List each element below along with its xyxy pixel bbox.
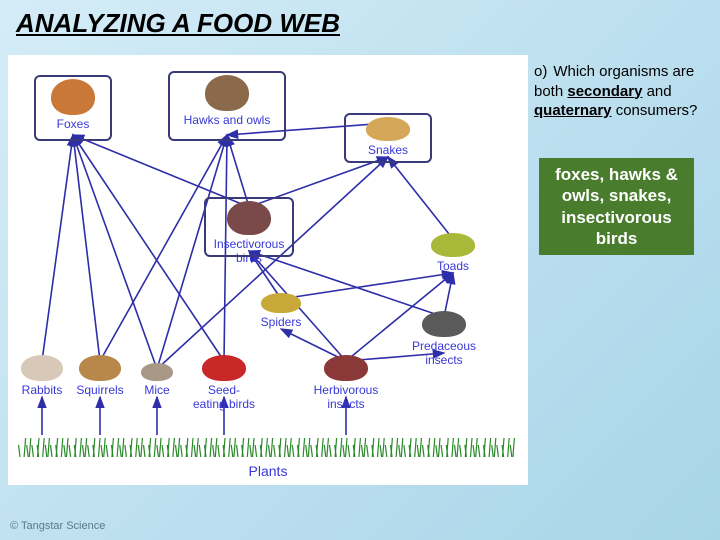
question-mid: and	[642, 83, 671, 100]
organism-predins: Predaceous insects	[408, 311, 480, 367]
question-text: o) Which organisms are both secondary an…	[534, 62, 706, 121]
spiders-label: Spiders	[256, 315, 306, 329]
toads-label: Toads	[426, 259, 480, 273]
mice-icon	[141, 363, 173, 381]
spiders-icon	[261, 293, 301, 313]
organism-mice: Mice	[136, 363, 178, 397]
sbirds-icon	[202, 355, 246, 381]
highlight-box-snakes	[344, 113, 432, 163]
organism-spiders: Spiders	[256, 293, 306, 329]
answer-box: foxes, hawks & owls, snakes, insectivoro…	[539, 158, 694, 255]
rabbits-icon	[21, 355, 63, 381]
question-u1: secondary	[567, 83, 642, 100]
rabbits-label: Rabbits	[16, 383, 68, 397]
toads-icon	[431, 233, 475, 257]
organism-sbirds: Seed-eating birds	[192, 355, 256, 411]
food-web-diagram: FoxesHawks and owlsSnakesInsectivorous b…	[8, 55, 528, 485]
organism-squirrels: Squirrels	[74, 355, 126, 397]
question-u2: quaternary	[534, 102, 612, 119]
predins-label: Predaceous insects	[408, 339, 480, 367]
page-title: ANALYZING A FOOD WEB	[16, 8, 340, 39]
highlight-box-ibirds	[204, 197, 294, 257]
question-suffix: consumers?	[612, 102, 698, 119]
organism-rabbits: Rabbits	[16, 355, 68, 397]
squirrels-label: Squirrels	[74, 383, 126, 397]
organism-herbins: Herbivorous insects	[310, 355, 382, 411]
copyright-text: © Tangstar Science	[10, 520, 105, 532]
predins-icon	[422, 311, 466, 337]
squirrels-icon	[79, 355, 121, 381]
sbirds-label: Seed-eating birds	[192, 383, 256, 411]
highlight-box-foxes	[34, 75, 112, 141]
plants-label: Plants	[249, 463, 288, 479]
herbins-label: Herbivorous insects	[310, 383, 382, 411]
organism-toads: Toads	[426, 233, 480, 273]
mice-label: Mice	[136, 383, 178, 397]
highlight-box-hawks	[168, 71, 286, 141]
question-letter: o)	[534, 62, 547, 82]
herbins-icon	[324, 355, 368, 381]
grass-graphic	[18, 427, 518, 457]
